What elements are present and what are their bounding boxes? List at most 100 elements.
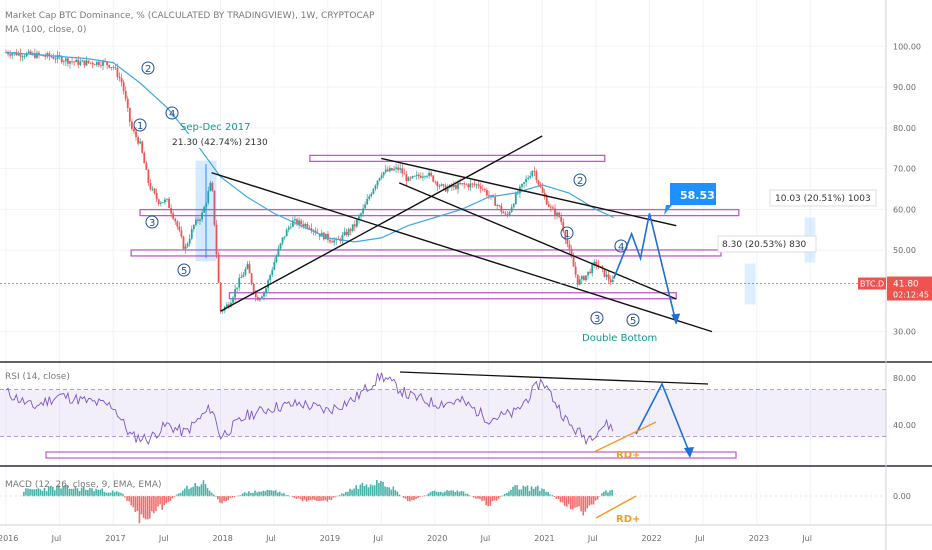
price-axis[interactable]: 100.00 90.00 80.00 70.00 60.00 50.00 30.00	[893, 42, 921, 336]
macd-bar	[340, 493, 343, 497]
zone-rect[interactable]	[309, 154, 606, 163]
candle-body	[496, 205, 499, 206]
macd-bar	[237, 495, 240, 497]
macd-bar	[80, 487, 83, 497]
macd-bar	[132, 496, 135, 508]
wave-circle	[626, 313, 640, 327]
macd-bar	[252, 492, 254, 497]
candle-body	[607, 274, 610, 280]
candle-body	[380, 175, 383, 179]
macd-bar	[596, 496, 599, 500]
candle-body	[161, 202, 164, 204]
candle-body	[60, 56, 63, 63]
rsi-trendline[interactable]	[399, 371, 709, 385]
measure-box-2[interactable]	[744, 263, 756, 305]
macd-bar	[572, 496, 574, 510]
macd-legend: MACD (12, 26, close, 9, EMA, EMA)	[5, 480, 162, 490]
macd-bar	[84, 489, 87, 497]
macd-bar	[91, 488, 93, 497]
candle-body	[393, 168, 395, 171]
macd-bar	[384, 486, 386, 497]
candle-body	[533, 171, 536, 172]
projection-path[interactable]	[612, 213, 678, 324]
macd-bar	[202, 480, 205, 497]
price-tick-label: 80.00	[893, 124, 916, 133]
macd-bar	[334, 496, 337, 498]
macd-bar	[177, 493, 180, 497]
trendlines[interactable]	[211, 135, 713, 333]
candle-body	[442, 184, 445, 186]
macd-tick-label: 0.00	[893, 492, 911, 501]
macd-bar	[179, 492, 182, 497]
candle-body	[97, 61, 100, 66]
candle-body	[401, 168, 404, 174]
macd-bar	[204, 484, 207, 497]
macd-bar	[138, 496, 141, 524]
macd-bar	[570, 496, 572, 510]
candle-body	[285, 229, 288, 237]
macd-bar	[221, 496, 223, 504]
macd-bar	[491, 496, 494, 502]
candle-body	[168, 198, 170, 208]
macd-divergence-line[interactable]	[595, 495, 637, 519]
wave-label: 5	[630, 316, 636, 327]
macd-bar	[442, 492, 444, 497]
candle-body	[143, 152, 146, 164]
candle-body	[537, 180, 540, 185]
candle-body	[568, 244, 571, 249]
candle-body	[87, 60, 90, 63]
macd-bar	[279, 491, 281, 497]
time-axis[interactable]: 2016 Jul 2017 Jul 2018 Jul 2019 Jul 2020 Jul 2021 J…	[0, 534, 812, 543]
macd-bar	[54, 490, 56, 497]
trendline[interactable]	[381, 157, 677, 227]
candle-body	[446, 187, 449, 192]
candle-body	[438, 185, 441, 187]
trendline[interactable]	[398, 182, 677, 300]
macd-bar	[481, 496, 483, 501]
macd-bar	[594, 496, 597, 501]
rsi-divergence-line[interactable]	[593, 421, 657, 453]
macd-bar	[409, 496, 411, 502]
trendline[interactable]	[211, 171, 713, 333]
candle-body	[430, 172, 433, 176]
macd-bar	[475, 496, 477, 499]
candle-body	[159, 202, 162, 204]
time-tick-label: 2022	[641, 534, 661, 543]
target-badge[interactable]: 58.53	[664, 183, 716, 215]
candle-body	[566, 239, 569, 245]
macd-bar	[541, 488, 543, 497]
candle-body	[362, 208, 364, 214]
macd-bar	[58, 485, 60, 497]
macd-bar	[225, 496, 227, 502]
macd-bar	[328, 496, 331, 500]
candle-body	[504, 213, 507, 215]
rsi-axis: 80.00 40.00	[893, 374, 916, 430]
candle-body	[333, 240, 336, 243]
last-price-value: 41.80	[893, 280, 919, 290]
candle-body	[417, 174, 420, 177]
candle-body	[287, 227, 290, 230]
zone-rect[interactable]	[228, 292, 677, 300]
macd-bar	[175, 494, 178, 497]
wave-label: 3	[594, 314, 600, 325]
macd-bar	[378, 483, 380, 497]
trendline[interactable]	[220, 135, 543, 312]
macd-bar	[208, 490, 211, 497]
candle-body	[419, 176, 422, 178]
macd-bar	[173, 496, 176, 497]
zone-rect[interactable]	[130, 249, 722, 257]
rsi-support-zone[interactable]	[45, 451, 737, 459]
candle-body	[141, 141, 144, 153]
candle-body	[258, 298, 261, 301]
last-price-tag[interactable]: BTC.D 41.80 02:12:45	[0, 276, 932, 301]
macd-bar	[547, 492, 549, 497]
candle-body	[358, 216, 360, 220]
rsi-projection[interactable]	[635, 382, 691, 455]
candle-body	[95, 61, 98, 65]
candle-body	[469, 183, 472, 188]
macd-bar	[376, 480, 378, 497]
macd-bar	[530, 486, 533, 497]
macd-bar	[270, 490, 273, 497]
macd-bar	[543, 489, 545, 497]
